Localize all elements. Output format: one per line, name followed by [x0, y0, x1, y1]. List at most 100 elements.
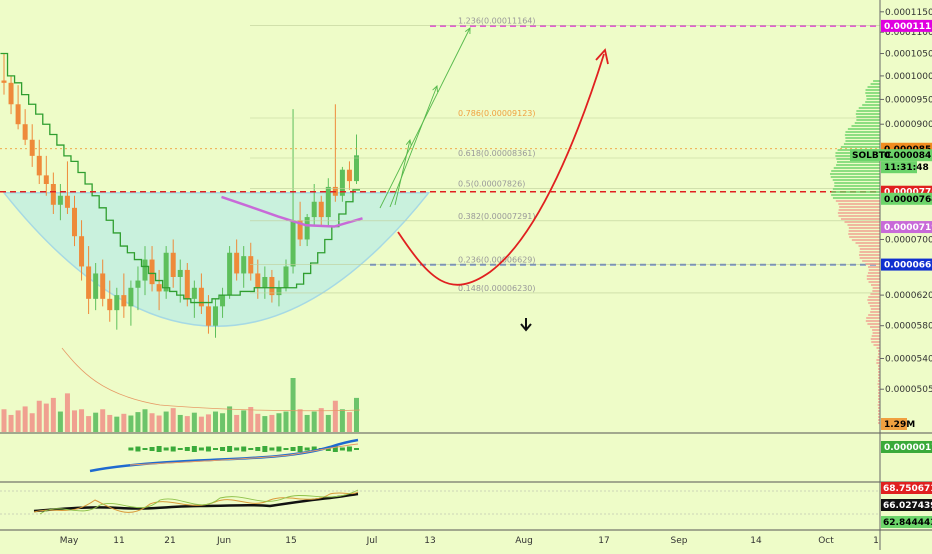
candle-body[interactable]	[43, 175, 49, 184]
candle-body[interactable]	[29, 139, 35, 156]
x-axis-tick-label: 11	[113, 536, 124, 546]
candle-body[interactable]	[8, 82, 14, 105]
price-tag-label: 0.00007192	[884, 223, 932, 233]
volume-profile-bar	[870, 284, 880, 286]
indicator1-histogram-bar	[332, 446, 338, 452]
candle-body[interactable]	[135, 280, 141, 288]
candle-body[interactable]	[79, 236, 85, 267]
candle-body[interactable]	[121, 295, 127, 307]
volume-bar	[220, 413, 226, 432]
x-axis-tick-label: Jun	[216, 536, 231, 546]
candle-body[interactable]	[36, 155, 42, 176]
candle-body[interactable]	[107, 298, 113, 311]
volume-profile-bar	[843, 143, 880, 145]
volume-bar	[227, 406, 233, 432]
indicator1-histogram-bar	[354, 448, 359, 450]
volume-profile-bar	[834, 182, 880, 184]
indicator1-histogram-bar	[290, 447, 296, 451]
candle-body[interactable]	[304, 217, 310, 240]
volume-profile-bar	[878, 416, 880, 418]
x-axis-tick-label: 15	[285, 536, 296, 546]
candle-body[interactable]	[64, 195, 70, 208]
candle-body[interactable]	[255, 273, 261, 288]
candle-body[interactable]	[191, 287, 197, 299]
candle-body[interactable]	[241, 256, 247, 274]
symbol-tag	[850, 149, 881, 162]
volume-bar	[346, 412, 352, 432]
volume-profile-bar	[878, 413, 880, 415]
x-axis-tick-label: Aug	[515, 536, 533, 546]
candle-body[interactable]	[346, 169, 352, 182]
candle-body[interactable]	[142, 259, 148, 281]
candle-body[interactable]	[93, 273, 99, 299]
candle-body[interactable]	[354, 155, 359, 182]
volume-profile-bar	[856, 119, 880, 121]
candle-body[interactable]	[100, 273, 106, 299]
projection-arrow-head	[464, 27, 471, 35]
candle-body[interactable]	[290, 220, 296, 267]
volume-profile-bar	[858, 254, 880, 256]
candle-body[interactable]	[184, 269, 190, 299]
volume-profile-bar	[867, 323, 880, 325]
candle-body[interactable]	[248, 256, 254, 274]
price-tag-label: 0.00008412	[884, 151, 932, 161]
volume-profile-bar	[832, 197, 880, 199]
volume-profile-bar	[876, 362, 880, 364]
candle-body[interactable]	[227, 252, 233, 296]
volume-profile-bar	[845, 137, 880, 139]
candle-body[interactable]	[22, 124, 28, 140]
candle-body[interactable]	[15, 104, 21, 125]
candle-body[interactable]	[163, 252, 169, 292]
volume-bar	[248, 406, 254, 432]
candle-body[interactable]	[339, 169, 345, 196]
volume-bar	[156, 415, 162, 432]
volume-bar	[72, 410, 77, 432]
volume-profile-bar	[829, 173, 880, 175]
candle-body[interactable]	[269, 276, 275, 296]
volume-profile-bar	[837, 161, 880, 163]
candle-body[interactable]	[198, 287, 204, 307]
indicator1-histogram-bar	[297, 446, 303, 452]
projection-arrow-line	[389, 85, 438, 208]
candle-body[interactable]	[297, 220, 303, 240]
volume-profile-bar	[838, 209, 880, 211]
candle-body[interactable]	[156, 284, 162, 292]
candle-body[interactable]	[86, 266, 92, 299]
candle-body[interactable]	[50, 183, 56, 205]
candle-body[interactable]	[177, 269, 183, 277]
candle-body[interactable]	[57, 195, 63, 205]
fib-level-label: 0.786(0.00009123)	[458, 109, 536, 118]
candle-body[interactable]	[213, 306, 218, 326]
candle-body[interactable]	[170, 252, 176, 277]
volume-profile-bar	[832, 188, 880, 190]
x-axis-tick-label: 1	[873, 536, 879, 546]
candle-body[interactable]	[128, 287, 134, 307]
volume-bar	[8, 414, 14, 432]
volume-bar	[177, 414, 183, 432]
volume-profile-bar	[832, 179, 880, 181]
candle-body[interactable]	[283, 266, 289, 288]
volume-profile-bar	[873, 344, 880, 346]
candle-body[interactable]	[149, 259, 155, 285]
candle-body[interactable]	[234, 252, 240, 274]
candle-body[interactable]	[325, 186, 331, 218]
candle-body[interactable]	[1, 80, 7, 83]
volume-profile-bar	[877, 380, 880, 382]
candle-body[interactable]	[205, 306, 211, 326]
candle-body[interactable]	[276, 287, 282, 296]
volume-bar	[36, 400, 42, 432]
candle-body[interactable]	[311, 201, 317, 218]
volume-profile-bar	[865, 89, 880, 91]
volume-profile-bar	[856, 116, 880, 118]
candle-body[interactable]	[72, 207, 77, 237]
candle-body[interactable]	[262, 276, 268, 288]
candle-body[interactable]	[318, 201, 324, 218]
volume-profile-bar	[876, 359, 880, 361]
candle-body[interactable]	[220, 295, 226, 307]
candle-body[interactable]	[114, 295, 120, 311]
volume-profile-bar	[877, 365, 880, 367]
x-axis-tick-label: Oct	[818, 536, 834, 546]
